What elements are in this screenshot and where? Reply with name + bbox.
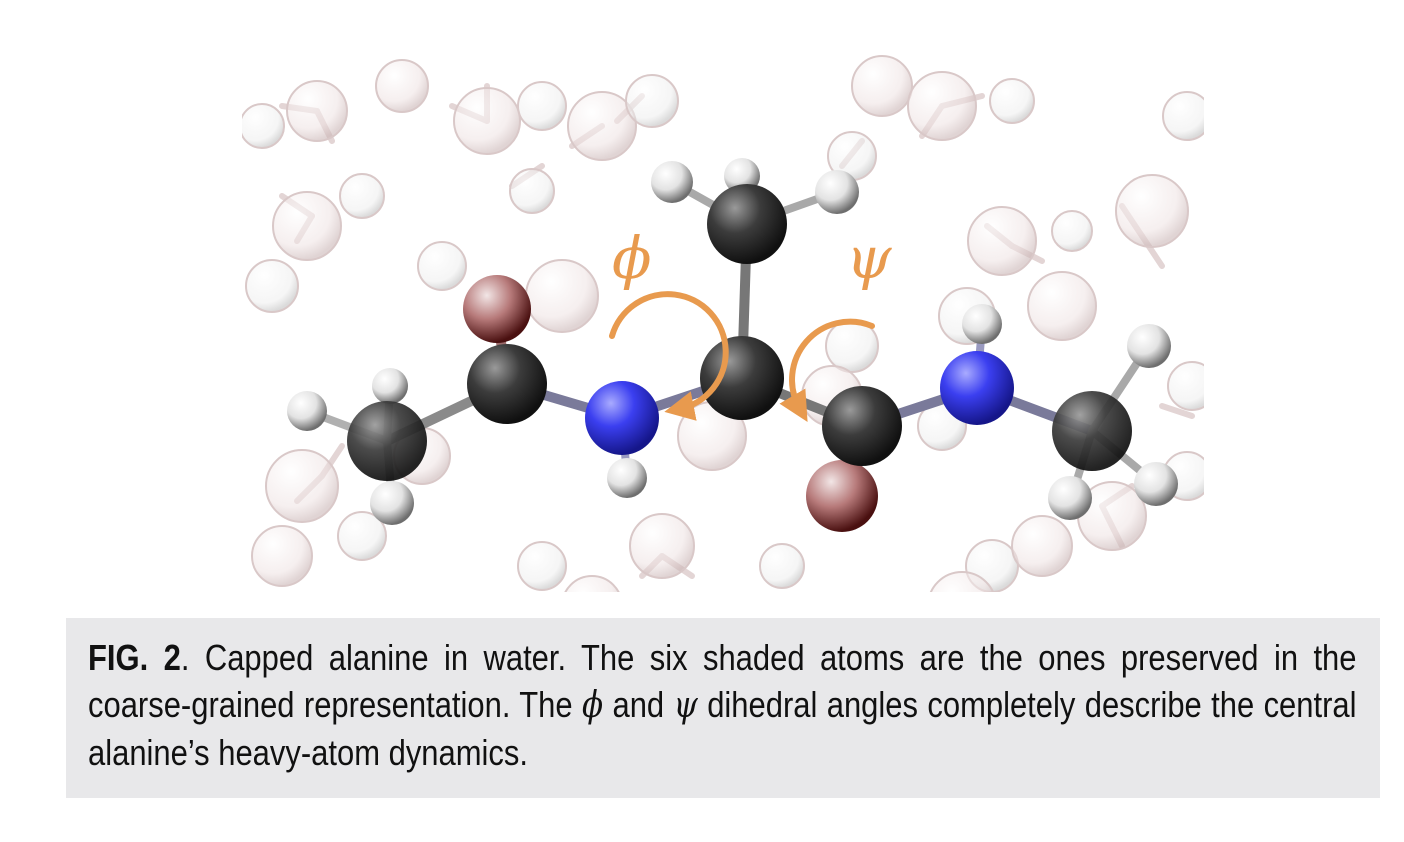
- nitrogen-atom: [940, 351, 1014, 425]
- hydrogen-atom: [1127, 324, 1171, 368]
- hydrogen-atom: [1048, 476, 1092, 520]
- hydrogen-atom: [962, 304, 1002, 344]
- carbon-atom-methyl-cap: [1052, 391, 1132, 471]
- carbon-atom-carbonyl: [467, 344, 547, 424]
- hydrogen-atom: [607, 458, 647, 498]
- oxygen-atom: [806, 460, 878, 532]
- carbon-atom-methyl-cap: [347, 401, 427, 481]
- psi-symbol: ψ: [673, 685, 698, 726]
- caption-text: . Capped alanine in water. The six shade…: [88, 637, 1357, 725]
- psi-rotation-arrow: [779, 318, 875, 422]
- psi-label: ψ: [846, 224, 892, 292]
- carbon-atom-beta: [707, 184, 787, 264]
- dihedral-arrows: [609, 291, 875, 422]
- nitrogen-atom: [585, 381, 659, 455]
- phi-label: ϕ: [612, 224, 652, 292]
- caption-text: and: [603, 684, 674, 725]
- phi-symbol: ϕ: [582, 685, 604, 726]
- molecule-figure: ϕ ψ: [242, 46, 1204, 592]
- oxygen-atom: [463, 275, 531, 343]
- figure-caption: FIG. 2. Capped alanine in water. The six…: [88, 634, 1357, 776]
- carbon-atom-alpha: [700, 336, 784, 420]
- hydrogen-atom: [372, 368, 408, 404]
- figure-label: FIG. 2: [88, 637, 181, 678]
- molecule-atoms: [287, 158, 1178, 532]
- hydrogen-atom: [287, 391, 327, 431]
- caption-box: FIG. 2. Capped alanine in water. The six…: [66, 618, 1380, 798]
- hydrogen-atom: [370, 481, 414, 525]
- hydrogen-atom: [815, 170, 859, 214]
- caption-text: dihedral angles completely describe the …: [88, 684, 1357, 773]
- hydrogen-atom: [1134, 462, 1178, 506]
- carbon-atom-carbonyl: [822, 386, 902, 466]
- molecule-illustration: ϕ ψ: [242, 55, 1204, 592]
- hydrogen-atom: [651, 161, 693, 203]
- phi-rotation-arrow: [609, 291, 729, 421]
